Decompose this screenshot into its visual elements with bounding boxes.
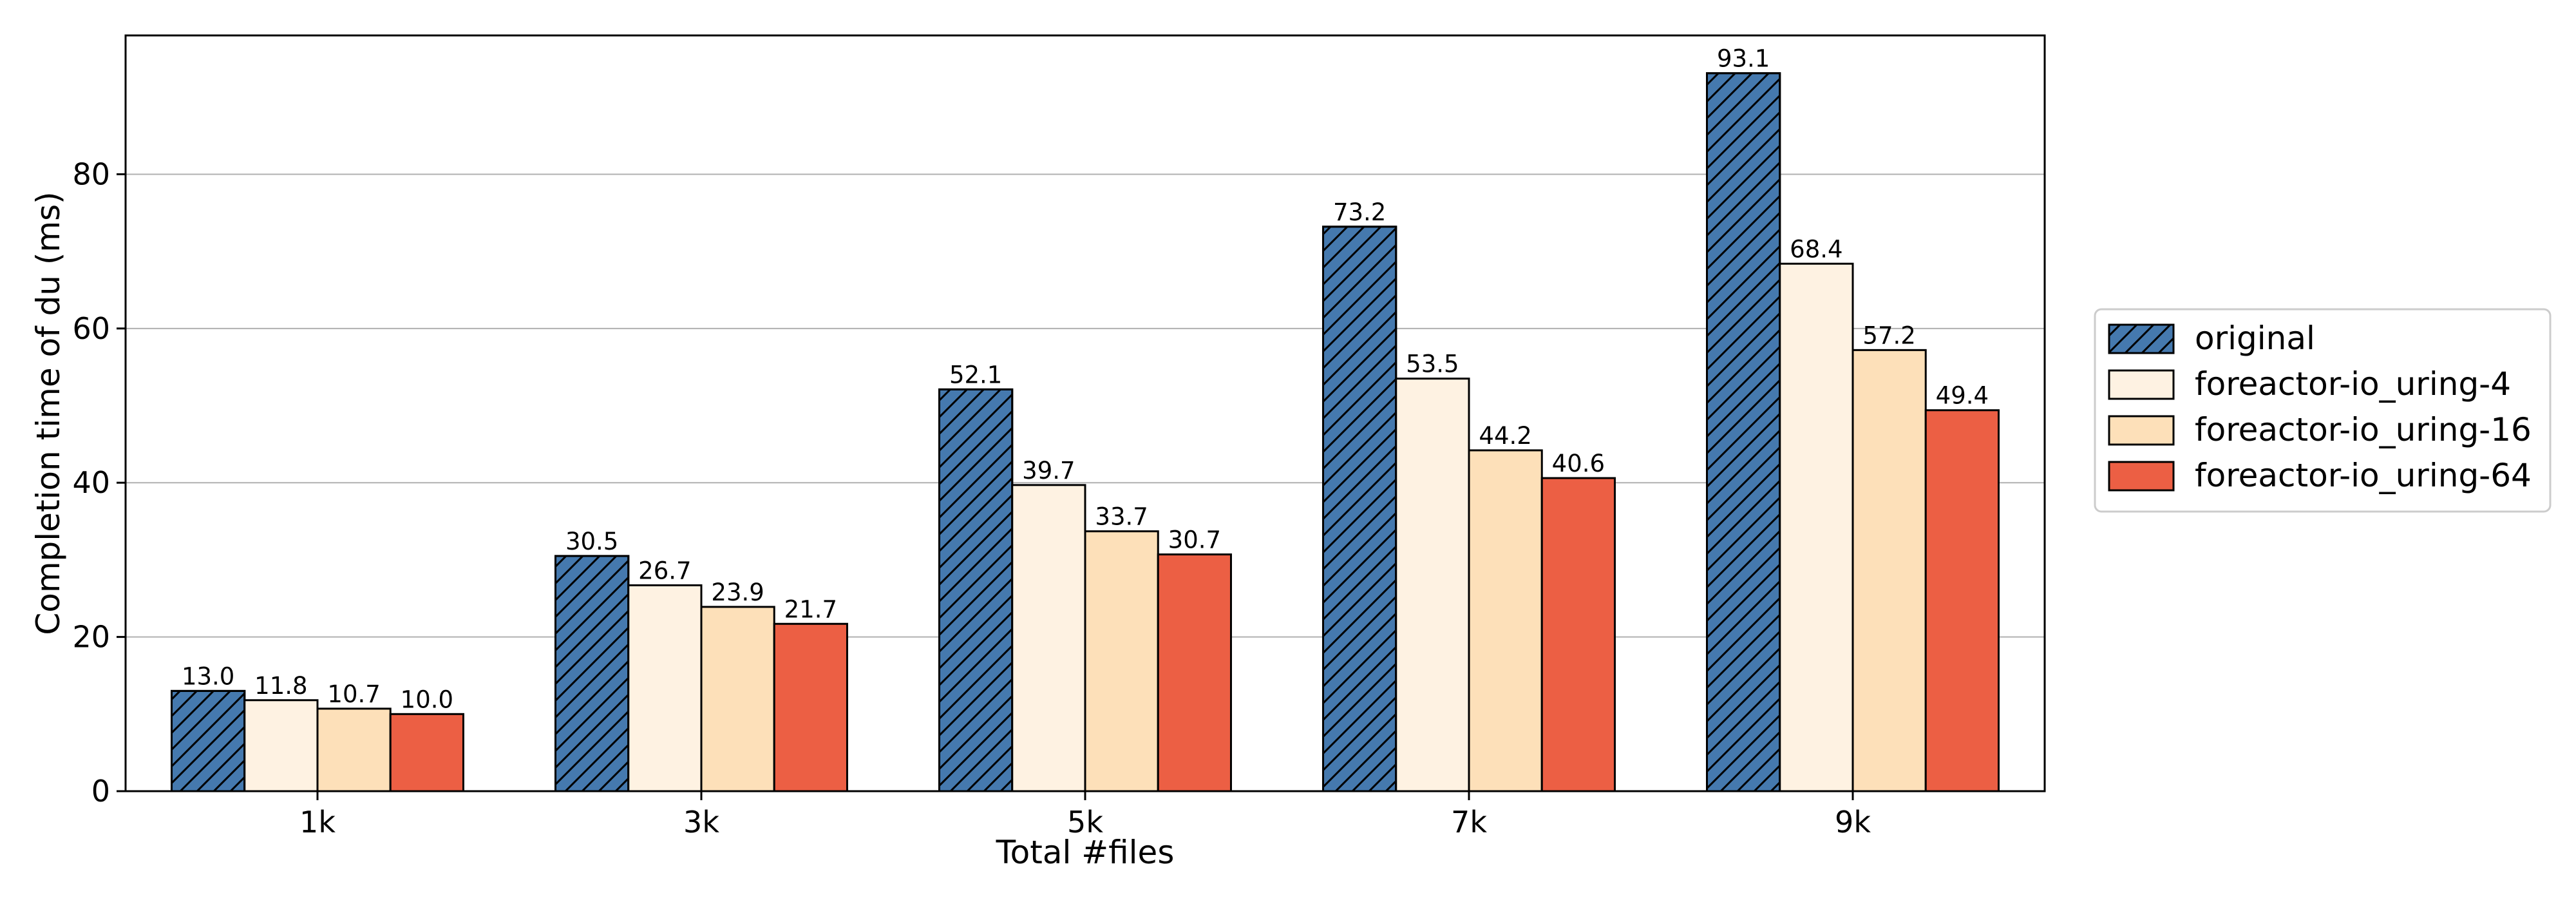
bar	[316, 707, 392, 792]
legend-frame	[2094, 308, 2552, 513]
bar	[1395, 378, 1470, 792]
bar	[1157, 553, 1232, 792]
y-tick-label: 60	[72, 311, 110, 346]
bar	[1084, 530, 1159, 792]
data-label: 57.2	[1862, 321, 1915, 349]
legend-swatch	[2108, 461, 2175, 492]
legend-swatch	[2108, 369, 2175, 400]
data-label: 52.1	[949, 361, 1002, 389]
data-label: 23.9	[711, 579, 764, 606]
legend-label: foreactor-io_uring-4	[2195, 365, 2511, 403]
legend-label: foreactor-io_uring-64	[2195, 457, 2532, 494]
data-label: 21.7	[784, 595, 837, 623]
data-label: 30.7	[1168, 526, 1221, 554]
y-tick-label: 80	[72, 157, 110, 191]
bar	[389, 713, 464, 792]
data-label: 93.1	[1717, 45, 1770, 73]
legend-swatch-hatch	[2108, 323, 2175, 354]
legend-label: foreactor-io_uring-16	[2195, 411, 2532, 448]
y-tick-label: 40	[72, 465, 110, 500]
data-label: 33.7	[1095, 503, 1148, 531]
bar	[1011, 484, 1086, 792]
y-tick-label: 20	[72, 620, 110, 655]
bar-hatch	[1706, 72, 1781, 792]
data-label: 11.8	[254, 672, 307, 700]
bar-hatch	[554, 555, 630, 792]
bar	[1540, 477, 1616, 792]
bar	[627, 584, 703, 792]
data-label: 10.7	[327, 680, 380, 708]
legend-swatch	[2108, 415, 2175, 446]
x-axis: 1k 3k 5k 7k 9k	[299, 791, 1871, 840]
data-label: 73.2	[1333, 198, 1386, 226]
y-axis-label: Completion time of du (ms)	[30, 191, 67, 635]
bars: 13.0 30.5 52.1 73.2 93.1 11.8 26.7 39.7 53.5 68.4…	[171, 45, 2000, 792]
data-label: 53.5	[1406, 350, 1459, 378]
data-label: 39.7	[1022, 457, 1075, 485]
data-label: 44.2	[1479, 422, 1531, 450]
bar-hatch	[171, 689, 246, 792]
data-label: 49.4	[1936, 382, 1989, 410]
x-axis-label: Total #files	[996, 834, 1175, 871]
bar-hatch	[1322, 225, 1397, 792]
bar	[1924, 409, 2000, 792]
data-label: 30.5	[565, 528, 618, 555]
bar-hatch	[938, 388, 1014, 792]
bar	[1468, 449, 1543, 792]
x-tick-label: 7k	[1451, 805, 1487, 840]
bar	[773, 622, 848, 792]
y-tick-label: 0	[91, 774, 110, 809]
x-tick-label: 3k	[683, 805, 719, 840]
bar	[243, 699, 319, 792]
data-label: 40.6	[1552, 450, 1605, 477]
legend-label: original	[2195, 320, 2315, 357]
y-axis: 0 20 40 60 80	[72, 157, 126, 809]
data-label: 26.7	[638, 557, 691, 584]
bar	[1852, 349, 1927, 792]
x-tick-label: 5k	[1067, 805, 1103, 840]
data-label: 10.0	[401, 686, 453, 713]
bar	[1779, 262, 1854, 792]
data-label: 13.0	[182, 662, 234, 690]
data-label: 68.4	[1790, 235, 1842, 263]
legend: original foreactor-io_uring-4 foreactor-io…	[2094, 308, 2552, 513]
x-tick-label: 9k	[1835, 805, 1871, 840]
bar	[700, 606, 775, 792]
x-tick-label: 1k	[299, 805, 336, 840]
